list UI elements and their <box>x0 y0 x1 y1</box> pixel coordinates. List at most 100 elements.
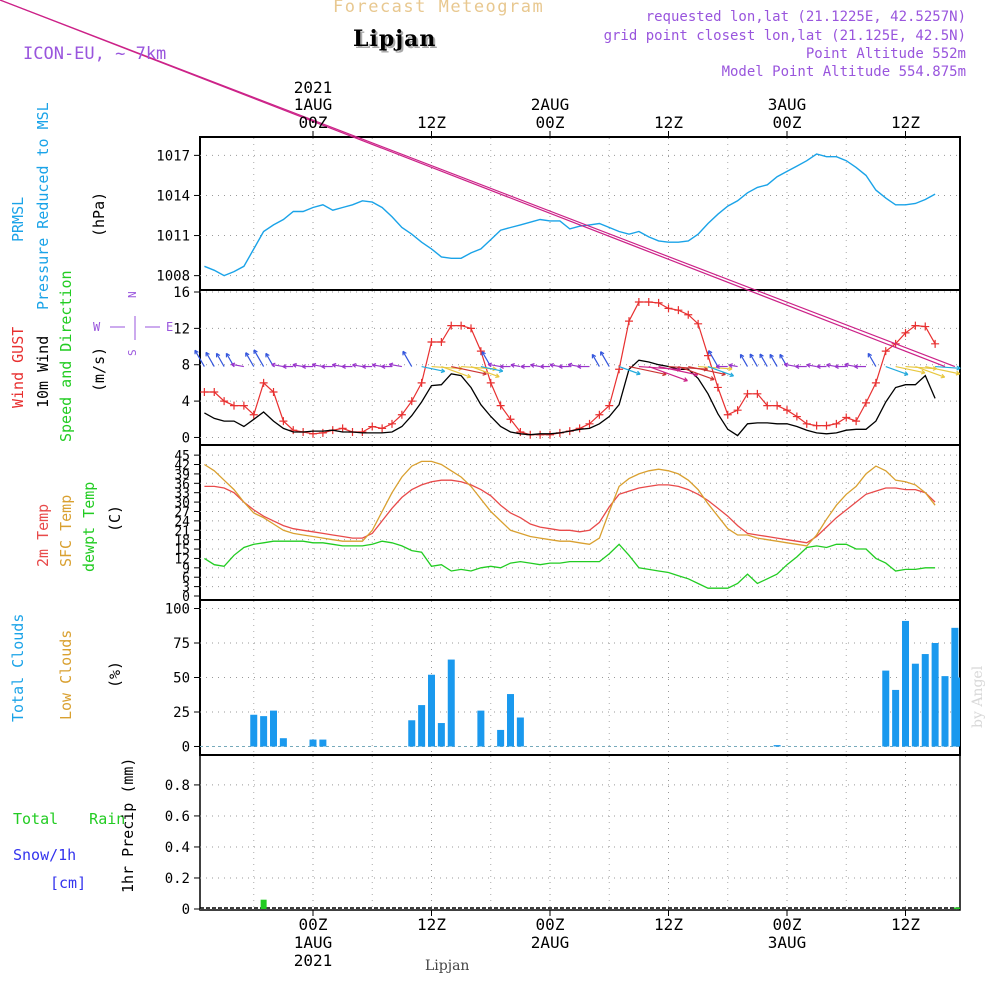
wind-arrow-head <box>495 373 500 379</box>
wind-arrow <box>510 364 521 368</box>
wind-arrow <box>618 365 641 375</box>
gust-point <box>338 424 347 433</box>
wind-arrow <box>749 353 758 367</box>
ytick-label: 6 <box>182 571 190 586</box>
wind-arrow <box>708 350 719 367</box>
date-label-top: 3AUG <box>768 95 807 114</box>
speed-dir-label: Speed and Direction <box>57 270 75 442</box>
pressure-unit: (hPa) <box>90 191 108 237</box>
wind-arrow-head <box>779 353 784 359</box>
gust-point <box>397 410 406 419</box>
wind-arrow-head <box>729 372 735 378</box>
wind-arrow-head <box>903 371 909 376</box>
cloud-bar <box>953 677 960 747</box>
time-label-bottom: 12Z <box>654 915 683 934</box>
wind-arrow-head <box>728 366 733 372</box>
wind-arrow-head <box>739 353 745 359</box>
wind-arrow <box>628 365 667 376</box>
gust-point <box>595 410 604 419</box>
ytick-label: 12 <box>174 552 190 567</box>
wind-arrow <box>678 365 715 381</box>
total-clouds-label: Total Clouds <box>9 613 27 722</box>
wind-arrow-head <box>867 352 873 358</box>
wind-arrow-head <box>481 351 486 356</box>
ytick-label: 50 <box>173 671 190 687</box>
wind-arrow-head <box>301 364 306 369</box>
gust-point <box>437 338 446 346</box>
wind-arrow-head <box>549 362 555 368</box>
wind-arrow <box>728 364 738 368</box>
gust-point <box>220 397 229 406</box>
gust-point <box>457 321 466 330</box>
ytick-label: 33 <box>174 487 190 502</box>
wind-arrow-head <box>498 368 504 373</box>
gust-point <box>733 406 742 415</box>
wind-arrow-head <box>783 362 789 368</box>
ytick-label: 36 <box>174 477 190 492</box>
wind-arrow <box>194 349 205 367</box>
ytick-label: 0.2 <box>165 871 190 887</box>
gust-point <box>664 304 673 313</box>
wind-arrow-head <box>834 364 839 369</box>
ytick-label: 0 <box>182 902 190 918</box>
wind-arrow-head <box>388 362 394 368</box>
date-label-bottom: 3AUG <box>768 933 807 952</box>
ytick-label: 21 <box>174 524 190 539</box>
location-title: Lipjan <box>353 26 437 52</box>
wind-arrow <box>271 363 284 368</box>
cloud-bar <box>921 654 929 747</box>
gust-point <box>486 378 495 387</box>
cloud-bar <box>319 739 327 747</box>
wind-arrow <box>885 365 909 376</box>
snow-label: Snow/1h <box>13 846 77 864</box>
date-label-bottom: 2AUG <box>531 933 570 952</box>
wind-arrow <box>688 365 726 376</box>
wind-arrow <box>867 353 877 367</box>
ytick-label: 27 <box>174 505 190 520</box>
gust-point <box>763 401 772 410</box>
wind-arrow <box>231 363 244 368</box>
date-label-bottom: 1AUG <box>294 933 333 952</box>
wind-arrow <box>895 365 926 374</box>
wind-arrow-head <box>271 362 276 368</box>
wind-arrow-head <box>826 362 831 368</box>
gust-point <box>378 424 387 433</box>
wind-arrow-head <box>577 364 582 369</box>
wind-arrow-head <box>402 350 407 356</box>
cloud-bar <box>902 620 909 747</box>
cloud-bar <box>418 705 426 747</box>
cloud-bar <box>447 659 455 747</box>
wind-arrow-head <box>769 353 774 359</box>
cloud-bar <box>437 723 445 747</box>
gust-point <box>388 419 396 428</box>
gust-point <box>921 322 930 331</box>
compass-w: W <box>93 320 101 334</box>
cloud-bar <box>773 745 781 747</box>
chart-title: Forecast Meteogram <box>333 0 545 17</box>
cloud-bar <box>882 670 890 747</box>
cloud-bar <box>428 674 435 747</box>
gust-point <box>506 415 515 424</box>
ytick-label: 0 <box>182 590 190 605</box>
wind-arrow-head <box>940 373 946 379</box>
gust-point <box>585 419 594 428</box>
ytick-label: 1014 <box>156 188 190 204</box>
date-label-top: 2AUG <box>531 95 570 114</box>
date-label-top: 1AUG <box>294 95 333 114</box>
wind-arrow <box>245 352 255 367</box>
cloud-bar <box>516 717 524 747</box>
cloud-bar <box>911 663 919 747</box>
gust-point <box>822 421 831 430</box>
time-label-bottom: 00Z <box>299 915 328 934</box>
wind-arrow-head <box>341 364 346 369</box>
ytick-label: 16 <box>173 285 190 301</box>
pressure-line <box>204 153 936 277</box>
requested-coords: requested lon,lat (21.1225E, 42.5257N) <box>645 9 966 25</box>
wind-arrow <box>205 352 215 367</box>
gust-point <box>536 430 545 439</box>
gust-point <box>269 388 278 396</box>
wind-arrow-head <box>311 362 317 368</box>
wind-arrow-head <box>499 364 504 369</box>
wind-arrow <box>638 365 681 371</box>
